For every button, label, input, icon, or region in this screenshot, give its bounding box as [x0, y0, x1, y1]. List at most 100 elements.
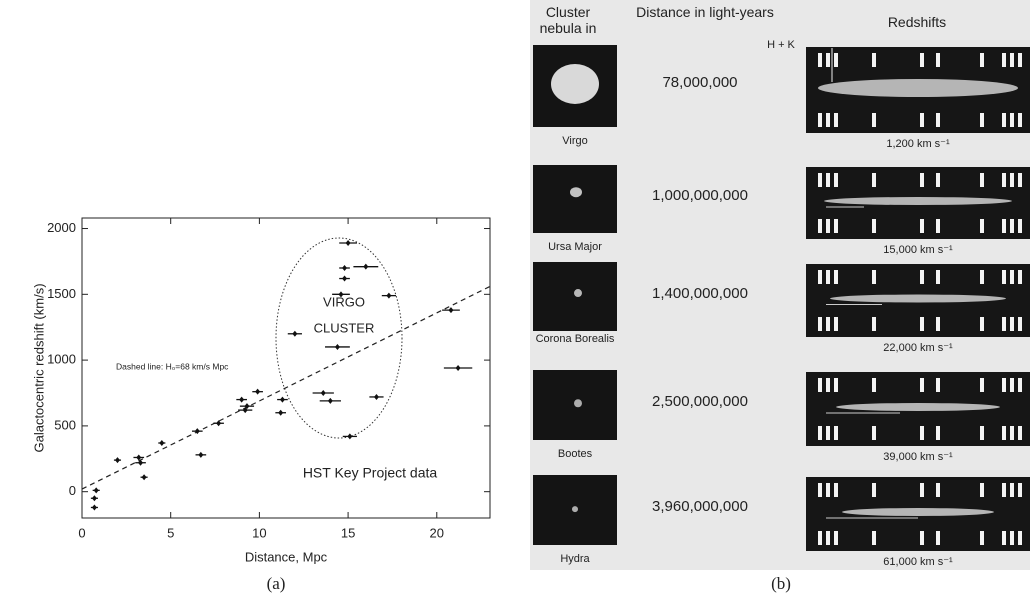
data-point: [292, 330, 298, 337]
comparison-line: [872, 483, 876, 497]
comparison-line: [834, 531, 838, 545]
fit-annotation: Dashed line: H₀=68 km/s Mpc: [116, 361, 229, 371]
comparison-line: [872, 173, 876, 187]
comparison-line: [834, 270, 838, 284]
galaxy-spectrum: [824, 197, 1012, 205]
comparison-line: [980, 317, 984, 331]
comparison-line: [826, 219, 830, 233]
comparison-line: [1010, 173, 1014, 187]
comparison-line: [1018, 53, 1022, 67]
comparison-line: [1010, 378, 1014, 392]
comparison-line: [818, 113, 822, 127]
data-point: [334, 343, 340, 350]
data-point: [327, 397, 333, 404]
comparison-line: [1010, 317, 1014, 331]
comparison-line: [872, 378, 876, 392]
source-label: HST Key Project data: [303, 465, 438, 481]
comparison-line: [920, 53, 924, 67]
comparison-line: [1010, 426, 1014, 440]
galaxy-image: [533, 165, 617, 233]
plot-frame: [81, 217, 491, 519]
comparison-line: [936, 531, 940, 545]
galaxy-blob: [574, 399, 582, 408]
galaxy-spectrum: [842, 508, 994, 516]
x-tick-label: 10: [252, 525, 266, 540]
data-point: [216, 420, 222, 427]
comparison-line: [818, 317, 822, 331]
comparison-line: [936, 426, 940, 440]
comparison-line: [826, 426, 830, 440]
comparison-line: [980, 53, 984, 67]
distance: 2,500,000,000: [652, 393, 748, 410]
data-point: [138, 459, 144, 466]
x-tick-label: 15: [341, 525, 355, 540]
line-marker: H + K: [767, 39, 795, 51]
data-point: [239, 396, 245, 403]
comparison-line: [1002, 483, 1006, 497]
comparison-line: [818, 378, 822, 392]
comparison-line: [980, 270, 984, 284]
galaxy-blob: [574, 289, 582, 298]
data-point: [347, 433, 353, 440]
comparison-line: [920, 317, 924, 331]
comparison-line: [920, 531, 924, 545]
comparison-line: [834, 483, 838, 497]
comparison-line: [872, 270, 876, 284]
distance: 78,000,000: [662, 74, 738, 91]
comparison-line: [1010, 483, 1014, 497]
comparison-line: [1018, 173, 1022, 187]
comparison-line: [1018, 378, 1022, 392]
comparison-line: [818, 483, 822, 497]
comparison-line: [834, 426, 838, 440]
comparison-line: [920, 483, 924, 497]
data-point: [338, 291, 344, 298]
comparison-line: [920, 270, 924, 284]
comparison-line: [834, 317, 838, 331]
redshift: 61,000 km s⁻¹: [883, 556, 953, 568]
y-tick-label: 1000: [47, 352, 76, 367]
comparison-line: [980, 426, 984, 440]
comparison-line: [834, 378, 838, 392]
comparison-line: [826, 378, 830, 392]
comparison-line: [936, 317, 940, 331]
data-point: [363, 263, 369, 270]
cluster-name: Corona Borealis: [535, 333, 615, 345]
data-point: [159, 440, 165, 446]
comparison-line: [818, 53, 822, 67]
comparison-line: [1010, 219, 1014, 233]
data-point: [114, 457, 120, 464]
comparison-line: [818, 426, 822, 440]
comparison-line: [980, 531, 984, 545]
comparison-line: [1010, 113, 1014, 127]
cluster-label: VIRGO: [323, 294, 365, 309]
comparison-line: [818, 270, 822, 284]
x-axis-title: Distance, Mpc: [245, 549, 328, 564]
comparison-line: [1010, 531, 1014, 545]
comparison-line: [936, 483, 940, 497]
comparison-line: [1018, 219, 1022, 233]
comparison-line: [1018, 113, 1022, 127]
data-point: [136, 454, 142, 461]
comparison-line: [936, 113, 940, 127]
galaxy-blob: [551, 63, 599, 104]
data-point: [91, 495, 97, 502]
comparison-line: [936, 219, 940, 233]
comparison-line: [1010, 53, 1014, 67]
comparison-line: [826, 483, 830, 497]
fit-line: [81, 285, 491, 490]
comparison-line: [920, 173, 924, 187]
galaxy-spectrum: [836, 403, 1000, 411]
comparison-line: [1002, 317, 1006, 331]
redshift: 39,000 km s⁻¹: [883, 451, 953, 463]
comparison-line: [1002, 270, 1006, 284]
comparison-line: [1018, 531, 1022, 545]
data-point: [194, 428, 200, 435]
y-axis-title: Galactocentric redshift (km/s): [31, 283, 46, 452]
comparison-line: [1002, 219, 1006, 233]
caption-a: (a): [266, 574, 286, 593]
virgo-ellipse: [275, 237, 403, 439]
redshift: 15,000 km s⁻¹: [883, 244, 953, 256]
comparison-line: [980, 483, 984, 497]
x-tick-label: 0: [78, 525, 85, 540]
